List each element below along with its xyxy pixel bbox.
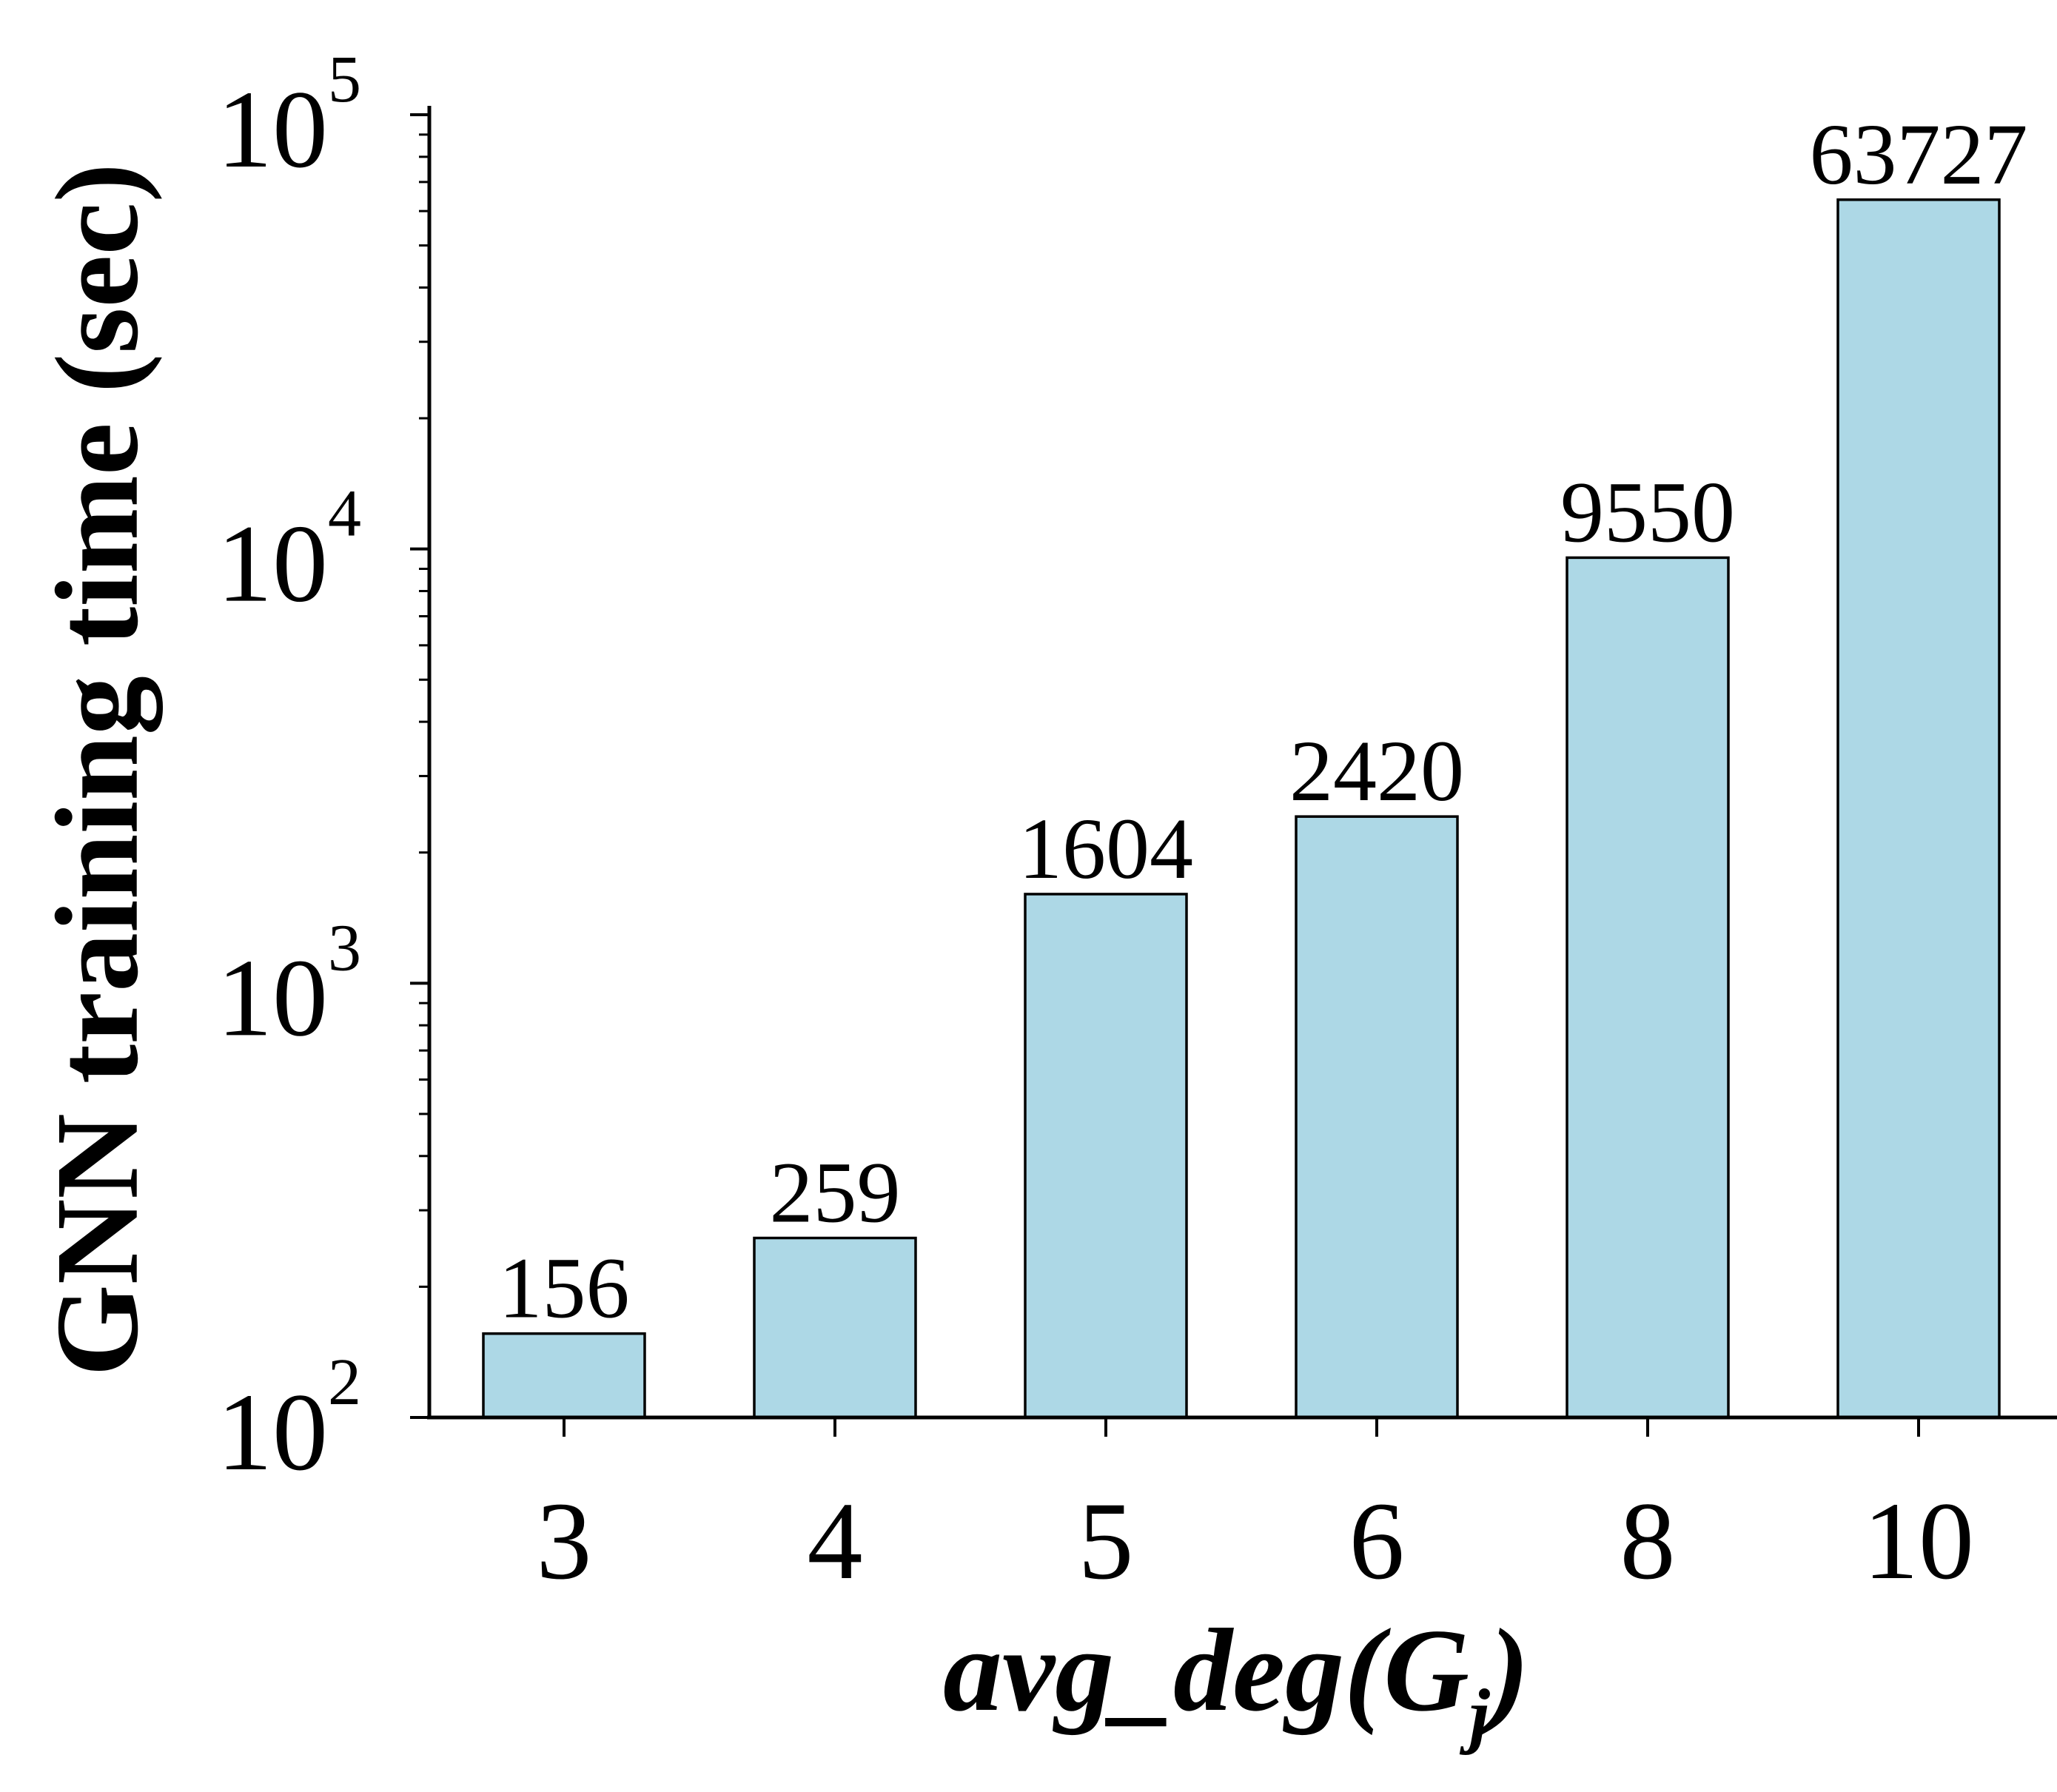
y-tick-label: 103 — [217, 911, 361, 1059]
bar — [1024, 893, 1188, 1419]
y-axis-title: GNN training time (sec) — [31, 163, 164, 1377]
x-axis-title: avg_deg(Gj) — [943, 1604, 1529, 1756]
bar-value-label: 156 — [499, 1240, 630, 1337]
bar — [753, 1236, 917, 1419]
y-tick-label: 105 — [217, 43, 361, 191]
y-tick-label: 102 — [217, 1346, 361, 1494]
bar — [482, 1332, 646, 1419]
bar-value-label: 63727 — [1810, 106, 2028, 203]
bar-value-label: 259 — [770, 1144, 901, 1241]
bar-value-label: 1604 — [1019, 800, 1193, 897]
x-tick-label: 6 — [1349, 1480, 1405, 1603]
x-tick-label: 4 — [808, 1480, 863, 1603]
bar — [1295, 815, 1459, 1419]
bars — [482, 198, 2001, 1419]
x-axis-title-main: avg_deg(G — [943, 1604, 1469, 1736]
bar-value-label: 2420 — [1289, 722, 1464, 819]
data-labels: 156 259 1604 2420 9550 63727 — [499, 106, 2028, 1337]
x-tick-label: 3 — [537, 1480, 592, 1603]
x-tick-label: 8 — [1620, 1480, 1676, 1603]
y-axis-ticks: 102 103 104 105 — [217, 43, 429, 1494]
x-tick-label: 5 — [1078, 1480, 1134, 1603]
bar — [1566, 556, 1730, 1419]
x-tick-label: 10 — [1863, 1480, 1974, 1603]
y-tick-label: 104 — [217, 477, 361, 625]
x-axis-ticks: 3 4 5 6 8 10 — [537, 1417, 1974, 1603]
bar — [1836, 198, 2001, 1419]
bar-value-label: 9550 — [1560, 463, 1735, 560]
